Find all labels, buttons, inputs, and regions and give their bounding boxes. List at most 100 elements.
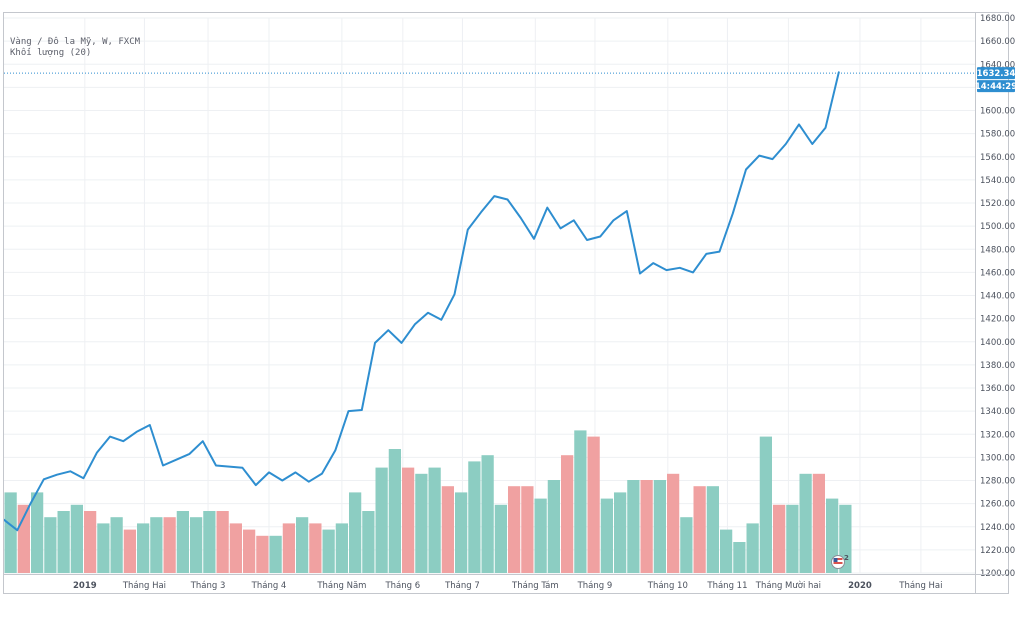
volume-bar — [693, 486, 706, 573]
y-tick-label: 1300.00 — [980, 453, 1015, 463]
volume-bar — [508, 486, 521, 573]
grid — [4, 17, 975, 574]
volume-bar — [706, 486, 719, 573]
volume-bar — [84, 511, 97, 573]
volume-bar — [335, 523, 348, 573]
volume-bar — [282, 523, 295, 573]
x-tick-label: Tháng 6 — [384, 581, 420, 591]
volume-bar — [826, 498, 839, 573]
x-tick-label: Tháng 4 — [251, 581, 287, 591]
volume-bar — [243, 529, 256, 573]
x-tick-label: Tháng 10 — [647, 581, 688, 591]
last-price-label: 1632.34 — [977, 69, 1016, 79]
x-tick-label: Tháng Hai — [898, 581, 942, 591]
last-price-tag[interactable] — [977, 67, 1015, 80]
y-tick-label: 1420.00 — [980, 315, 1015, 325]
volume-bar — [256, 535, 269, 573]
volume-bar — [534, 498, 547, 573]
volume-bar — [733, 542, 746, 573]
volume-bar — [799, 473, 812, 573]
volume-bar — [322, 529, 335, 573]
volume-bar — [137, 523, 150, 573]
volume-bar — [362, 511, 375, 573]
x-tick-label: Tháng 7 — [444, 581, 480, 591]
volume-bar — [587, 436, 600, 573]
y-tick-label: 1520.00 — [980, 199, 1015, 209]
y-tick-label: 1340.00 — [980, 407, 1015, 417]
volume-bar — [627, 480, 640, 573]
volume-bar — [375, 467, 388, 573]
price-tags: 1632.34 14:44:29 2 — [4, 67, 1017, 569]
volume-bar — [70, 504, 83, 573]
volume-bar — [839, 504, 852, 573]
volume-bar — [812, 473, 825, 573]
volume-bar — [203, 511, 216, 573]
volume-bar — [269, 535, 282, 573]
countdown-label: 14:44:29 — [975, 82, 1017, 92]
y-tick-label: 1400.00 — [980, 338, 1015, 348]
x-tick-label: Tháng Năm — [316, 581, 366, 591]
volume-bar — [388, 449, 401, 573]
volume-bar — [614, 492, 627, 573]
y-tick-label: 1460.00 — [980, 268, 1015, 278]
volume-bar — [786, 504, 799, 573]
x-tick-label: Tháng Tám — [511, 581, 559, 591]
volume-bar — [150, 517, 163, 573]
volume-bar — [176, 511, 189, 573]
y-tick-label: 1640.00 — [980, 60, 1015, 70]
volume-bar — [494, 504, 507, 573]
volume-bar — [31, 492, 44, 573]
volume-bar — [455, 492, 468, 573]
volume-bars — [4, 430, 852, 573]
volume-bar — [402, 467, 415, 573]
volume-bar — [296, 517, 309, 573]
volume-bar — [468, 461, 481, 573]
axes: 1200.001220.001240.001260.001280.001300.… — [3, 12, 1015, 594]
y-tick-label: 1600.00 — [980, 107, 1015, 117]
volume-legend[interactable]: Khối lượng (20) — [10, 47, 91, 58]
volume-bar — [110, 517, 123, 573]
x-tick-label: Tháng Hai — [122, 581, 166, 591]
chart-border — [3, 12, 1009, 594]
volume-bar — [653, 480, 666, 573]
volume-bar — [746, 523, 759, 573]
price-line — [3, 71, 840, 532]
y-tick-label: 1580.00 — [980, 130, 1015, 140]
x-tick-label: Tháng 11 — [706, 581, 747, 591]
y-tick-label: 1480.00 — [980, 245, 1015, 255]
volume-bar — [4, 492, 17, 573]
volume-bar — [441, 486, 454, 573]
volume-bar — [428, 467, 441, 573]
flag-stripe — [833, 562, 843, 564]
y-tick-label: 1440.00 — [980, 292, 1015, 302]
y-tick-label: 1660.00 — [980, 37, 1015, 47]
x-tick-label: 2020 — [848, 581, 872, 591]
volume-bar — [57, 511, 70, 573]
event-count-badge: 2 — [844, 554, 849, 562]
volume-bar — [521, 486, 534, 573]
volume-bar — [216, 511, 229, 573]
symbol-legend[interactable]: Vàng / Đô la Mỹ, W, FXCM — [10, 36, 141, 47]
x-tick-label: Tháng 3 — [190, 581, 226, 591]
y-tick-label: 1220.00 — [980, 546, 1015, 556]
volume-bar — [759, 436, 772, 573]
y-tick-label: 1560.00 — [980, 153, 1015, 163]
y-tick-label: 1360.00 — [980, 384, 1015, 394]
volume-bar — [561, 455, 574, 573]
y-tick-label: 1320.00 — [980, 430, 1015, 440]
volume-bar — [600, 498, 613, 573]
price-series — [3, 71, 840, 532]
flag-canton — [833, 558, 838, 562]
y-tick-label: 1280.00 — [980, 477, 1015, 487]
volume-bar — [481, 455, 494, 573]
flag-stripe — [833, 558, 843, 560]
volume-bar — [190, 517, 203, 573]
x-tick-label: 2019 — [73, 581, 97, 591]
volume-bar — [44, 517, 57, 573]
volume-bar — [415, 473, 428, 573]
volume-bar — [574, 430, 587, 573]
y-tick-label: 1500.00 — [980, 222, 1015, 232]
countdown-tag[interactable] — [977, 80, 1015, 93]
